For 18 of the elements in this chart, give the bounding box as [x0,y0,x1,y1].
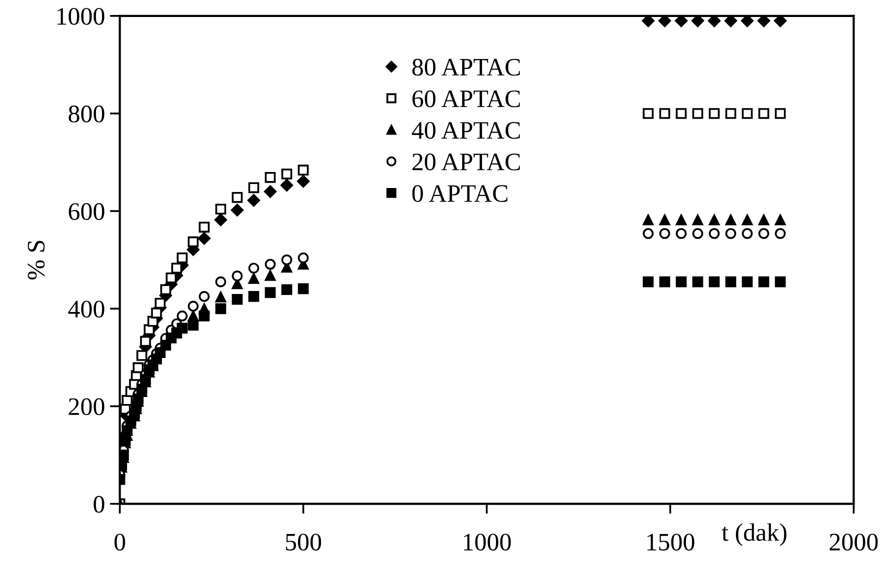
y-tick-label: 1000 [57,8,104,25]
x-tick-label: 500 [286,534,322,551]
legend-label: 80 APTAC [412,58,520,76]
legend-label: 60 APTAC [412,90,520,108]
y-tick-label: 400 [68,300,104,318]
x-tick-label: 2000 [830,534,878,551]
legend-label: 40 APTAC [412,122,520,139]
y-tick-label: 0 [94,496,104,513]
x-axis-title: t (dak) [722,523,786,546]
legend-label: 20 APTAC [412,154,520,170]
x-tick-label: 0 [114,534,126,551]
y-tick-label: 800 [68,106,104,122]
y-axis-title: % S [28,240,45,280]
y-tick-label: 600 [68,203,104,220]
x-tick-label: 1000 [464,534,511,551]
x-tick-label: 1500 [647,534,694,551]
legend-label: 0 APTAC [412,185,508,202]
y-tick-label: 200 [68,398,104,416]
